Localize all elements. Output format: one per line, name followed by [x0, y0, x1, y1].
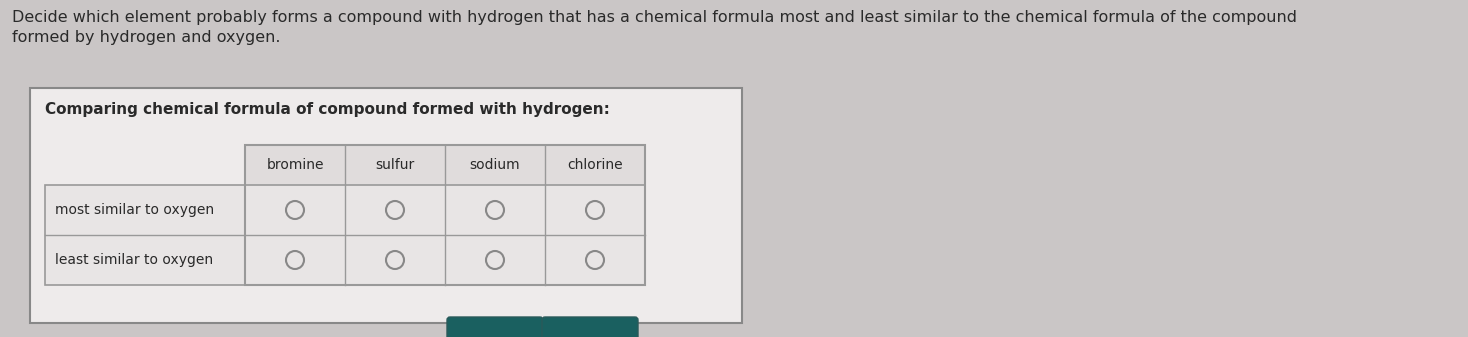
- Bar: [245, 145, 644, 185]
- Text: formed by hydrogen and oxygen.: formed by hydrogen and oxygen.: [12, 30, 280, 45]
- Text: Decide which element probably forms a compound with hydrogen that has a chemical: Decide which element probably forms a co…: [12, 10, 1298, 25]
- FancyBboxPatch shape: [446, 317, 543, 337]
- Text: sulfur: sulfur: [376, 158, 414, 172]
- Text: least similar to oxygen: least similar to oxygen: [54, 253, 213, 267]
- Bar: [46, 185, 644, 285]
- Text: most similar to oxygen: most similar to oxygen: [54, 203, 214, 217]
- Text: bromine: bromine: [266, 158, 324, 172]
- Text: sodium: sodium: [470, 158, 520, 172]
- Text: chlorine: chlorine: [567, 158, 622, 172]
- FancyBboxPatch shape: [542, 317, 639, 337]
- Bar: [245, 145, 644, 285]
- Bar: [46, 185, 245, 285]
- Bar: [29, 88, 741, 323]
- Text: Comparing chemical formula of compound formed with hydrogen:: Comparing chemical formula of compound f…: [46, 102, 609, 117]
